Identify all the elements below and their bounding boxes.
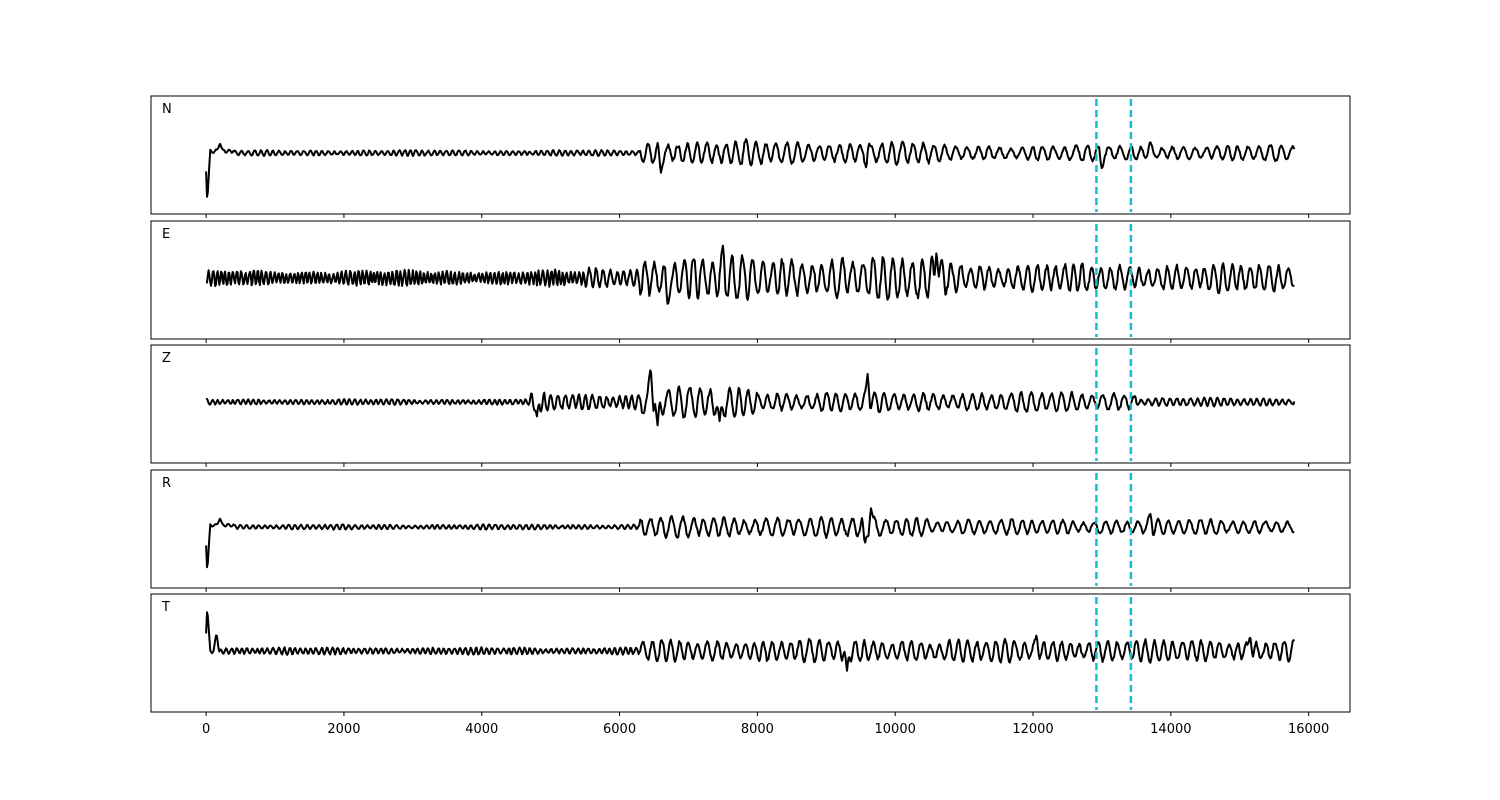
x-tick-label: 10000 [875, 722, 916, 737]
channel-label: T [161, 600, 170, 615]
panel-z: Z [150, 344, 1351, 467]
x-tick-label: 8000 [741, 722, 774, 737]
trace-line-z [205, 369, 1296, 427]
x-tick-label: 2000 [327, 722, 360, 737]
panel-n: N [150, 95, 1351, 218]
panel-frame [150, 344, 1351, 464]
x-tick-label: 16000 [1288, 722, 1329, 737]
channel-label: Z [162, 351, 171, 366]
panel-frame [150, 593, 1351, 713]
panel-e: E [150, 220, 1351, 343]
x-tick-label: 4000 [465, 722, 498, 737]
panel-frame [150, 469, 1351, 589]
x-tick-label: 0 [202, 722, 210, 737]
channel-label: E [162, 227, 170, 242]
panel-frame [150, 95, 1351, 215]
panel-r: R [150, 469, 1351, 592]
channel-label: R [162, 476, 171, 491]
panel-frame [150, 220, 1351, 340]
panel-t: T [150, 593, 1351, 716]
channel-label: N [162, 102, 172, 117]
x-tick-label: 14000 [1150, 722, 1191, 737]
trace-line-e [205, 244, 1295, 305]
trace-line-t [205, 611, 1296, 672]
trace-line-n [205, 138, 1296, 198]
x-tick-label: 6000 [603, 722, 636, 737]
trace-line-r [205, 507, 1295, 569]
x-tick-label: 12000 [1012, 722, 1053, 737]
